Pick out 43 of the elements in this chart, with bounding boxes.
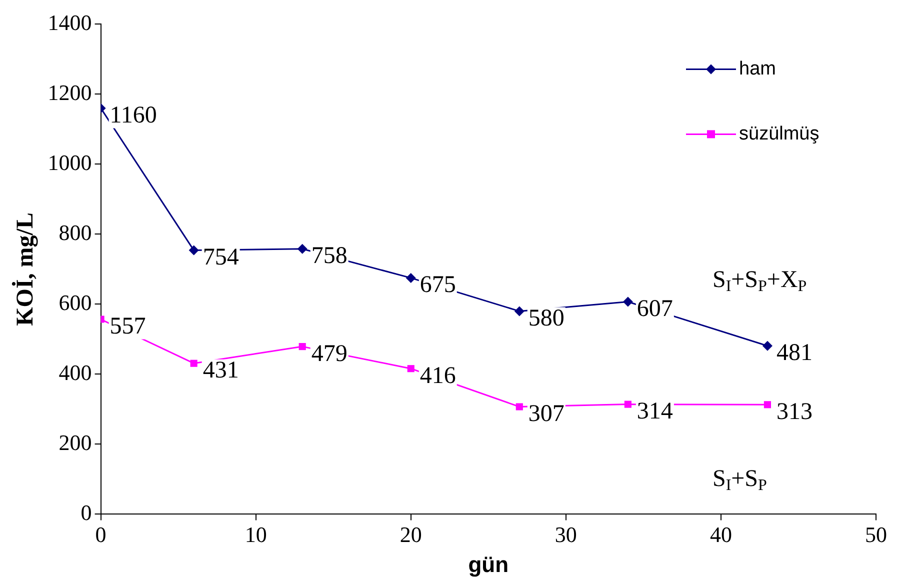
y-tick-label: 600 <box>58 290 92 315</box>
point <box>516 403 523 410</box>
data-label: 557 <box>110 314 146 340</box>
point <box>762 340 772 351</box>
x-axis-title: gün <box>468 552 509 577</box>
point <box>407 365 414 372</box>
point <box>298 343 306 350</box>
point <box>624 400 632 408</box>
data-label: 607 <box>636 296 673 322</box>
data-label: 314 <box>636 398 673 425</box>
point <box>514 306 524 316</box>
data-label: 416 <box>420 362 456 389</box>
data-label: 758 <box>311 243 348 270</box>
data-label: 431 <box>202 358 239 384</box>
y-tick-label: 800 <box>58 220 92 245</box>
point <box>406 272 416 283</box>
x-tick-label: 50 <box>865 522 887 548</box>
x-tick-label: 10 <box>244 522 267 548</box>
data-label: 754 <box>202 244 239 271</box>
legend-label: ham <box>739 58 776 80</box>
y-axis-title: KOİ, mg/L <box>12 212 39 326</box>
y-tick-label: 1200 <box>48 80 92 105</box>
y-tick-label: 200 <box>58 430 92 455</box>
data-label: 479 <box>311 340 348 367</box>
data-label: 675 <box>420 272 456 298</box>
data-label: 481 <box>776 340 812 366</box>
data-label: 307 <box>528 401 564 428</box>
point <box>297 244 308 254</box>
data-label: 580 <box>528 305 564 332</box>
point <box>188 245 199 256</box>
data-label: 1160 <box>110 102 157 128</box>
data-label: 313 <box>776 398 812 425</box>
y-tick-label: 1400 <box>48 10 92 35</box>
point <box>622 296 633 307</box>
x-tick-label: 20 <box>400 522 422 548</box>
point <box>190 360 198 367</box>
y-tick-label: 0 <box>80 500 92 525</box>
y-tick-label: 400 <box>58 360 92 385</box>
x-tick-label: 30 <box>554 522 577 548</box>
x-tick-label: 40 <box>710 522 732 548</box>
legend-label: süzülmüş <box>739 123 820 144</box>
point <box>764 401 772 408</box>
y-tick-label: 1000 <box>48 150 92 175</box>
